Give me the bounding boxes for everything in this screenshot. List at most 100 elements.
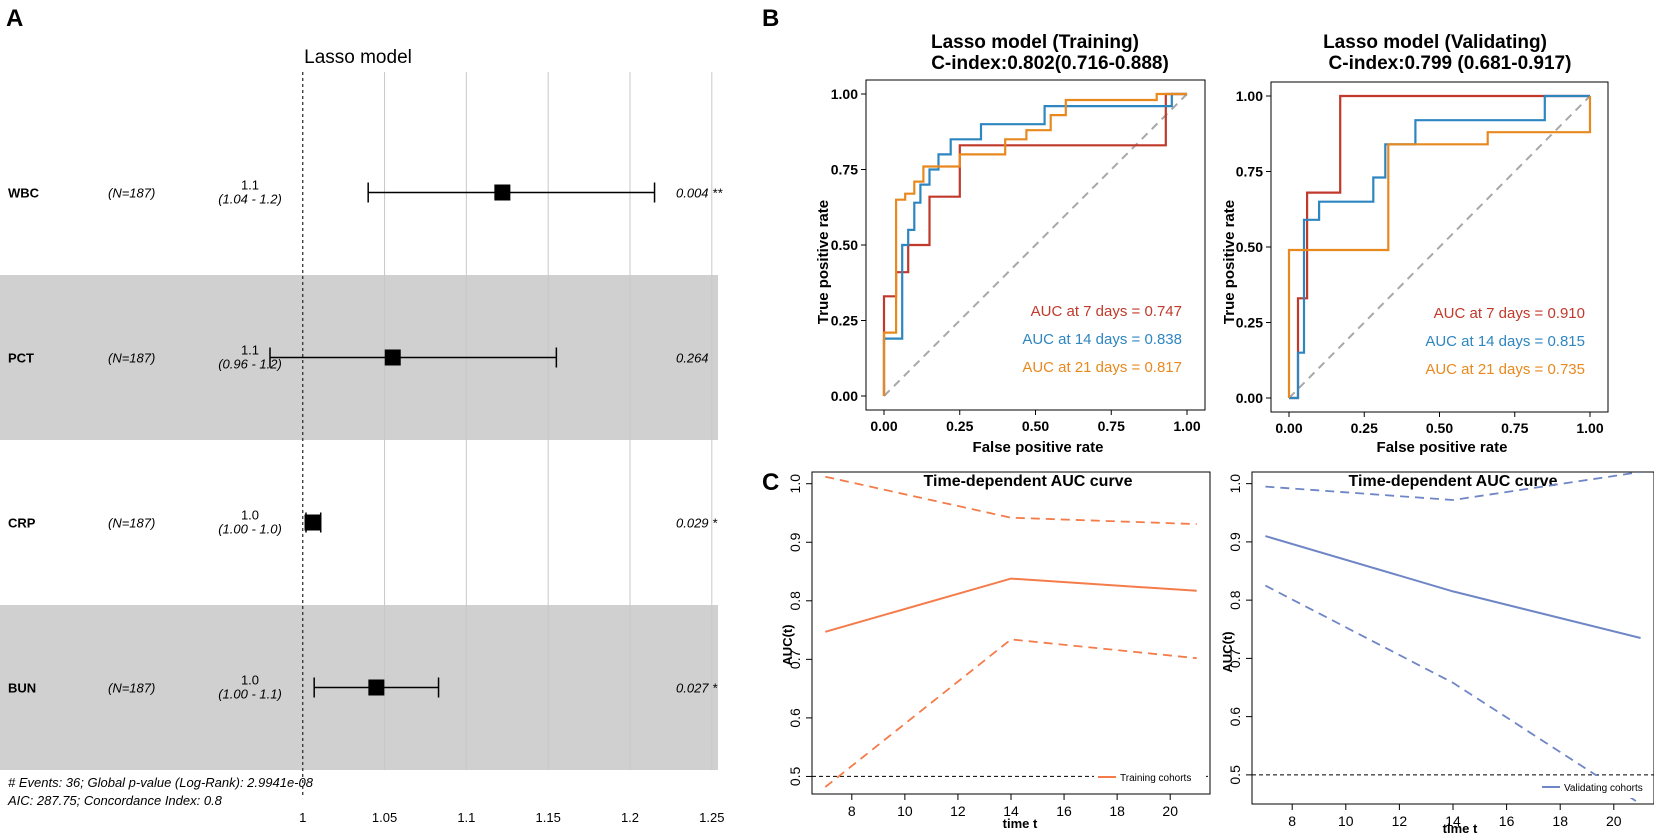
auc-validating-title: Time-dependent AUC curve bbox=[1349, 473, 1558, 490]
forest-tick-label: 1.05 bbox=[372, 810, 397, 825]
auc-y-tick-label: 0.5 bbox=[1227, 765, 1243, 785]
roc-y-tick-label: 0.00 bbox=[1236, 390, 1263, 406]
forest-row-hr: 1.1 bbox=[241, 343, 259, 358]
roc-legend-entry: AUC at 21 days = 0.817 bbox=[1022, 359, 1182, 376]
auc-validating-chart: Time-dependent AUC curve time t AUC(t) 8… bbox=[1220, 471, 1654, 835]
auc-x-tick-label: 18 bbox=[1552, 813, 1568, 829]
forest-tick-label: 1.25 bbox=[699, 810, 724, 825]
roc-legend-entry: AUC at 14 days = 0.838 bbox=[1022, 331, 1182, 348]
forest-row: WBC (N=187) 1.1(1.04 - 1.2) 0.004 ** bbox=[8, 178, 723, 207]
forest-footnote-2: AIC: 287.75; Concordance Index: 0.8 bbox=[7, 793, 223, 808]
roc-y-tick-label: 1.00 bbox=[1236, 88, 1263, 104]
auc-curve bbox=[825, 577, 1197, 633]
forest-row-ci: (1.00 - 1.1) bbox=[218, 687, 282, 702]
forest-row-name: WBC bbox=[8, 186, 40, 201]
roc-x-tick-label: 0.25 bbox=[1351, 420, 1378, 436]
auc-training-xlabel: time t bbox=[1003, 816, 1038, 831]
forest-row-hr: 1.0 bbox=[241, 508, 259, 523]
auc-upper-bound bbox=[1265, 472, 1641, 501]
auc-validating-ylabel: AUC(t) bbox=[1220, 631, 1235, 672]
auc-x-tick-label: 18 bbox=[1109, 803, 1125, 819]
auc-y-tick-label: 0.7 bbox=[787, 649, 803, 669]
panel-label-b: B bbox=[762, 5, 779, 32]
forest-estimate-box bbox=[494, 184, 511, 201]
forest-estimate-box bbox=[304, 514, 321, 531]
auc-y-tick-label: 0.6 bbox=[1227, 707, 1243, 727]
roc-training-subtitle: C-index:0.802(0.716-0.888) bbox=[931, 53, 1169, 74]
auc-x-tick-label: 20 bbox=[1606, 813, 1622, 829]
forest-row-n: (N=187) bbox=[108, 681, 155, 696]
forest-row: PCT (N=187) 1.1(0.96 - 1.2) 0.264 bbox=[8, 343, 709, 372]
auc-x-tick-label: 20 bbox=[1162, 803, 1178, 819]
roc-x-tick-label: 0.25 bbox=[946, 418, 973, 434]
forest-title: Lasso model bbox=[304, 47, 412, 68]
forest-plot: Lasso model WBC (N=187)1.1(1.04 - 1.2) 0.0… bbox=[0, 47, 724, 825]
forest-row: BUN (N=187) 1.0(1.00 - 1.1) 0.027 * bbox=[8, 673, 718, 702]
forest-estimate-box bbox=[384, 349, 401, 366]
roc-curve-14-days bbox=[882, 92, 1187, 396]
roc-training-chart: Lasso model (Training) C-index:0.802(0.7… bbox=[815, 32, 1206, 456]
roc-y-tick-label: 1.00 bbox=[831, 86, 858, 102]
auc-x-tick-label: 12 bbox=[950, 803, 966, 819]
forest-row-p: 0.029 * bbox=[676, 516, 718, 531]
forest-tick-label: 1.15 bbox=[536, 810, 561, 825]
roc-x-tick-label: 0.75 bbox=[1098, 418, 1125, 434]
forest-row-p: 0.027 * bbox=[676, 681, 718, 696]
forest-row-n: (N=187) bbox=[108, 351, 155, 366]
auc-y-tick-label: 0.5 bbox=[787, 766, 803, 786]
auc-curve bbox=[1265, 535, 1641, 639]
roc-curve-21-days bbox=[882, 92, 1187, 396]
auc-y-tick-label: 0.9 bbox=[1227, 532, 1243, 552]
forest-row-n: (N=187) bbox=[108, 516, 155, 531]
auc-validating-xlabel: time t bbox=[1443, 821, 1478, 835]
roc-training-xlabel: False positive rate bbox=[973, 439, 1104, 456]
forest-row-ci: (0.96 - 1.2) bbox=[218, 357, 282, 372]
roc-curve-14-days bbox=[1289, 94, 1590, 400]
auc-y-tick-label: 0.7 bbox=[1227, 648, 1243, 668]
auc-x-tick-label: 10 bbox=[897, 803, 913, 819]
auc-y-tick-label: 1.0 bbox=[787, 474, 803, 494]
auc-x-tick-label: 14 bbox=[1003, 803, 1019, 819]
forest-row-name: PCT bbox=[8, 351, 34, 366]
auc-plot-frame bbox=[1251, 471, 1654, 805]
auc-x-tick-label: 8 bbox=[1288, 813, 1296, 829]
roc-training-title: Lasso model (Training) bbox=[931, 32, 1139, 53]
forest-row: CRP (N=187) 1.0(1.00 - 1.0) 0.029 * bbox=[8, 508, 718, 537]
forest-tick-label: 1.2 bbox=[621, 810, 639, 825]
roc-legend-entry: AUC at 14 days = 0.815 bbox=[1425, 333, 1585, 350]
auc-legend-label: Validating cohorts bbox=[1564, 783, 1643, 794]
auc-x-tick-label: 8 bbox=[848, 803, 856, 819]
roc-curve-21-days bbox=[1287, 96, 1592, 398]
auc-training-ylabel: AUC(t) bbox=[780, 624, 795, 665]
forest-row-p: 0.264 bbox=[676, 351, 709, 366]
roc-legend-entry: AUC at 21 days = 0.735 bbox=[1425, 361, 1585, 378]
auc-lower-bound bbox=[1264, 584, 1642, 804]
panel-label-a: A bbox=[6, 5, 23, 32]
roc-x-tick-label: 0.00 bbox=[870, 418, 897, 434]
forest-estimate-box bbox=[368, 679, 385, 696]
auc-x-tick-label: 16 bbox=[1056, 803, 1072, 819]
roc-x-tick-label: 0.75 bbox=[1501, 420, 1528, 436]
forest-row-hr: 1.1 bbox=[241, 178, 259, 193]
roc-y-tick-label: 0.25 bbox=[1236, 315, 1263, 331]
roc-diagonal bbox=[1288, 95, 1591, 399]
auc-training-chart: Time-dependent AUC curve time t AUC(t) 8… bbox=[780, 471, 1211, 831]
roc-validating-subtitle: C-index:0.799 (0.681-0.917) bbox=[1329, 53, 1572, 74]
auc-x-tick-label: 12 bbox=[1392, 813, 1408, 829]
roc-y-tick-label: 0.50 bbox=[1236, 239, 1263, 255]
roc-x-tick-label: 0.50 bbox=[1426, 420, 1453, 436]
roc-validating-chart: Lasso model (Validating) C-index:0.799 (… bbox=[1221, 32, 1609, 456]
auc-y-tick-label: 1.0 bbox=[1227, 474, 1243, 494]
panel-label-c: C bbox=[762, 469, 779, 496]
forest-row-name: BUN bbox=[8, 681, 36, 696]
auc-plot-frame bbox=[811, 471, 1211, 795]
roc-x-tick-label: 1.00 bbox=[1173, 418, 1200, 434]
forest-row-hr: 1.0 bbox=[241, 673, 259, 688]
roc-y-tick-label: 0.00 bbox=[831, 388, 858, 404]
roc-x-tick-label: 0.00 bbox=[1275, 420, 1302, 436]
forest-tick-label: 1.1 bbox=[457, 810, 475, 825]
forest-row-n: (N=187) bbox=[108, 186, 155, 201]
auc-upper-bound bbox=[825, 475, 1197, 525]
forest-tick-label: 1 bbox=[299, 810, 306, 825]
forest-row-name: CRP bbox=[8, 516, 36, 531]
